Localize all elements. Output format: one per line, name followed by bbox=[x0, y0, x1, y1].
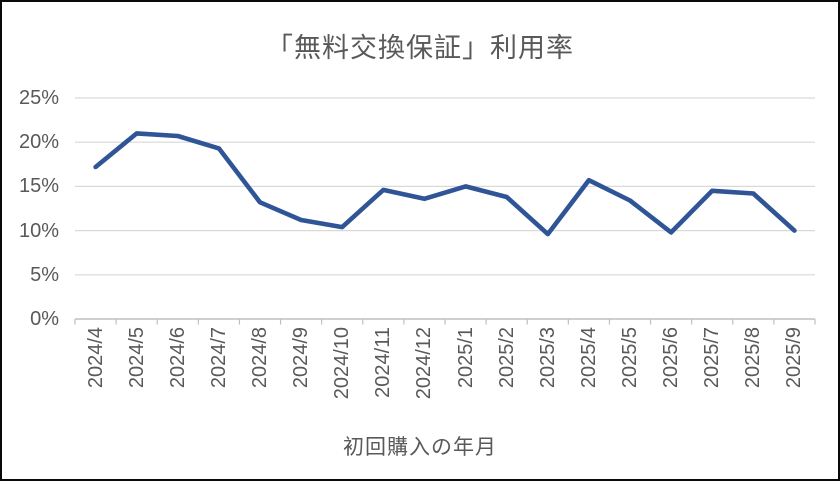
x-tick-label: 2024/4 bbox=[84, 327, 107, 389]
y-tick-label: 5% bbox=[30, 263, 59, 286]
x-tick-label: 2025/2 bbox=[495, 327, 518, 389]
x-tick-label: 2024/10 bbox=[331, 327, 354, 400]
chart-title: 「無料交換保証」利用率 bbox=[266, 33, 574, 63]
x-tick-label: 2024/12 bbox=[413, 327, 436, 400]
x-axis-title: 初回購入の年月 bbox=[343, 436, 497, 459]
x-tick-label: 2025/5 bbox=[619, 327, 641, 389]
y-tick-label: 0% bbox=[30, 308, 59, 330]
x-tick-label: 2024/11 bbox=[372, 327, 395, 398]
x-tick-label: 2025/4 bbox=[577, 327, 600, 389]
y-tick-label: 10% bbox=[18, 219, 59, 242]
x-tick-label: 2025/1 bbox=[454, 327, 477, 389]
x-tick-label: 2025/9 bbox=[783, 327, 806, 389]
y-tick-label: 25% bbox=[18, 87, 59, 109]
x-tick-label: 2024/6 bbox=[166, 327, 189, 389]
x-tick-label: 2024/8 bbox=[249, 327, 271, 389]
x-tick-label: 2024/7 bbox=[207, 327, 230, 389]
y-tick-label: 15% bbox=[18, 175, 59, 198]
x-tick-label: 2024/9 bbox=[290, 327, 313, 389]
data-line bbox=[93, 131, 797, 237]
x-tick-label: 2025/3 bbox=[536, 327, 559, 389]
y-tick-label: 20% bbox=[18, 131, 59, 154]
x-tick-label: 2025/7 bbox=[701, 327, 724, 389]
x-tick-label: 2024/5 bbox=[125, 327, 148, 389]
x-tick-label: 2025/8 bbox=[742, 327, 765, 389]
x-tick-label: 2025/6 bbox=[660, 327, 683, 389]
